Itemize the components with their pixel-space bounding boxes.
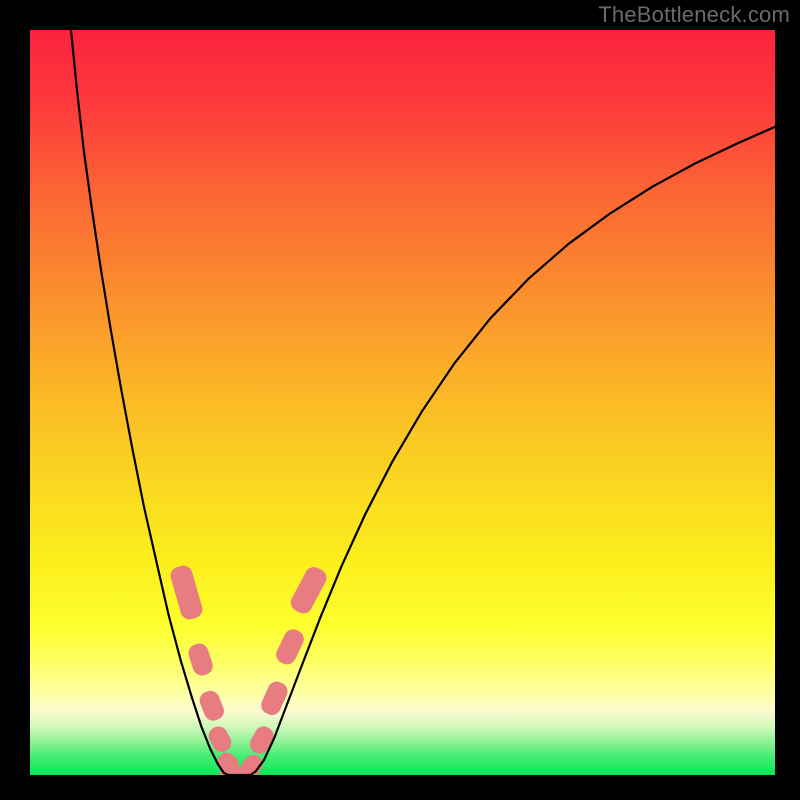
capsule-marker <box>186 641 215 678</box>
chart-stage: TheBottleneck.com <box>0 0 800 800</box>
watermark-text: TheBottleneck.com <box>598 2 790 28</box>
capsule-marker <box>168 563 204 621</box>
capsule-marker <box>258 679 290 718</box>
plot-area <box>30 30 775 775</box>
bottleneck-curve <box>71 30 775 775</box>
capsule-marker <box>197 688 227 723</box>
capsule-marker <box>273 626 307 667</box>
capsule-markers-group <box>168 563 329 775</box>
chart-overlay <box>30 30 775 775</box>
